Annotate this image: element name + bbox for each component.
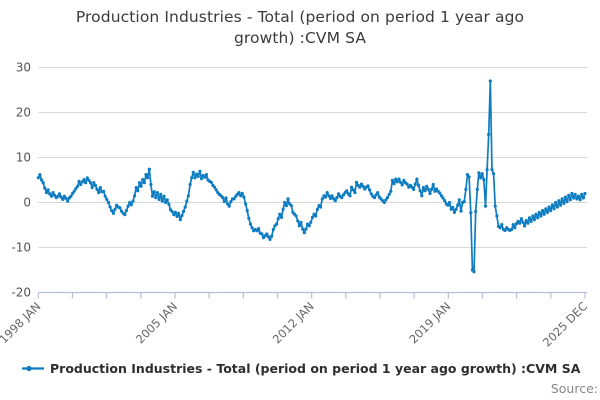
x-tick-label: 1998 JAN <box>0 299 43 346</box>
source-label: Source: <box>550 381 598 396</box>
gridlines <box>38 67 587 293</box>
legend-line-marker-icon <box>22 365 44 372</box>
x-tick-label: 2012 JAN <box>270 299 317 346</box>
x-axis-labels: 1998 JAN 2005 JAN 2012 JAN 2019 JAN 2025 DEC <box>0 299 590 349</box>
y-axis-labels: 30 20 10 0 -10 -20 <box>11 61 31 300</box>
legend-series-label: Production Industries - Total (period on… <box>50 361 581 376</box>
legend: Production Industries - Total (period on… <box>21 361 580 376</box>
y-tick-label: 30 <box>16 61 31 75</box>
x-axis <box>37 291 587 299</box>
chart-title-line1: Production Industries - Total (period on… <box>75 8 525 26</box>
chart-title-line2: growth) :CVM SA <box>233 29 367 47</box>
y-tick-label: -20 <box>11 286 31 300</box>
series-markers <box>36 79 587 274</box>
chart-title: Production Industries - Total (period on… <box>0 7 600 49</box>
x-tick-label: 2025 DEC <box>540 299 590 349</box>
y-tick-label: -10 <box>11 241 31 255</box>
y-tick-label: 20 <box>16 106 31 120</box>
x-tick-label: 2019 JAN <box>406 299 453 346</box>
series-line <box>37 80 586 273</box>
x-tick-label: 2005 JAN <box>133 299 180 346</box>
y-tick-label: 10 <box>16 151 31 165</box>
y-tick-label: 0 <box>23 196 31 210</box>
